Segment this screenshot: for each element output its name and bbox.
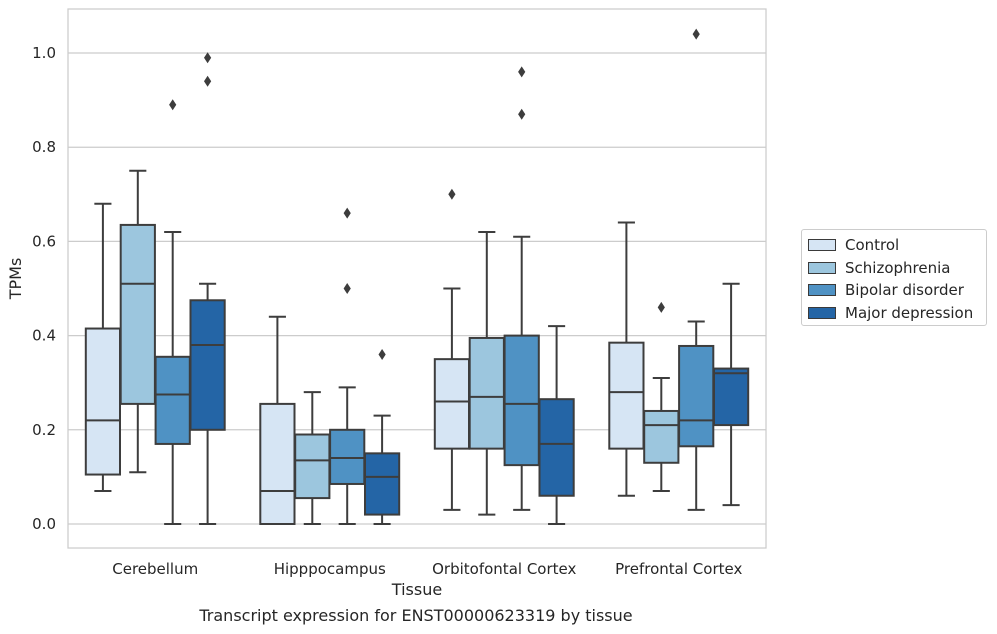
box-iqr: [259, 402, 296, 525]
box-control: [433, 188, 471, 511]
box-iqr: [538, 398, 575, 497]
y-tick-labels: 0.0 0.2 0.4 0.6 0.8 1.0: [32, 44, 56, 533]
x-tick-label: Prefrontal Cortex: [615, 560, 742, 578]
box-iqr: [608, 341, 645, 450]
y-axis-label: TPMs: [6, 258, 25, 301]
box-iqr: [468, 336, 505, 450]
y-tick-label: 0.2: [32, 421, 56, 439]
box-bipolar-disorder: [154, 99, 191, 525]
box-iqr: [503, 334, 540, 467]
box-iqr: [363, 452, 401, 516]
legend-item: Schizophrenia: [808, 258, 950, 278]
y-tick-label: 0.4: [32, 327, 56, 345]
legend-label: Bipolar disorder: [845, 281, 964, 299]
legend-label: Schizophrenia: [845, 258, 951, 277]
x-tick-label: Cerebellum: [112, 560, 198, 578]
y-tick-label: 1.0: [32, 44, 56, 62]
figure-caption: Transcript expression for ENST0000062331…: [199, 606, 633, 625]
legend-item: Bipolar disorder: [808, 280, 964, 300]
outlier-point: [343, 283, 351, 294]
box-control: [84, 202, 122, 493]
y-tick-label: 0.0: [32, 515, 56, 533]
legend-swatch: [808, 306, 836, 319]
x-tick-label: Hipppocampus: [274, 560, 386, 578]
outlier-point: [378, 348, 386, 360]
x-axis-label: Tissue: [391, 580, 442, 599]
legend: Control Schizophrenia Bipolar disorder Majo…: [801, 229, 987, 326]
box-iqr: [329, 428, 366, 485]
legend-item: Major depression: [808, 303, 973, 323]
box-major-depression: [712, 282, 750, 507]
box-schizophrenia: [643, 301, 680, 493]
boxes: [84, 28, 750, 525]
legend-label: Control: [845, 236, 900, 254]
y-tick-label: 0.8: [32, 138, 56, 156]
outlier-point: [204, 75, 212, 87]
box-major-depression: [189, 52, 226, 525]
box-major-depression: [363, 348, 401, 525]
box-major-depression: [538, 325, 575, 525]
legend-swatch: [808, 239, 836, 251]
legend-label: Major depression: [845, 303, 974, 322]
outlier-point: [448, 188, 456, 200]
box-bipolar-disorder: [329, 207, 366, 525]
outlier-point: [204, 52, 212, 64]
box-iqr: [119, 223, 156, 405]
box-iqr: [433, 358, 471, 450]
box-iqr: [154, 355, 191, 445]
box-schizophrenia: [468, 230, 505, 516]
legend-swatch: [808, 261, 836, 274]
box-iqr: [678, 344, 715, 448]
box-bipolar-disorder: [503, 66, 540, 511]
box-schizophrenia: [294, 391, 331, 525]
box-iqr: [294, 433, 331, 500]
outlier-point: [657, 301, 665, 313]
legend-swatch: [808, 284, 836, 296]
legend-item: Control: [808, 235, 899, 255]
box-iqr: [712, 367, 750, 427]
outlier-point: [343, 207, 351, 219]
outlier-point: [169, 99, 177, 111]
box-iqr: [84, 327, 122, 476]
box-control: [608, 221, 645, 497]
outlier-point: [518, 66, 526, 78]
box-schizophrenia: [119, 169, 156, 474]
box-iqr: [643, 409, 680, 464]
x-tick-label: Orbitofontal Cortex: [432, 560, 576, 578]
outlier-point: [518, 108, 526, 120]
outlier-point: [692, 28, 700, 40]
box-iqr: [189, 299, 226, 431]
box-bipolar-disorder: [678, 28, 715, 511]
x-tick-labels: Cerebellum Hipppocampus Orbitofontal Corte…: [112, 560, 742, 578]
y-tick-label: 0.6: [32, 232, 56, 250]
